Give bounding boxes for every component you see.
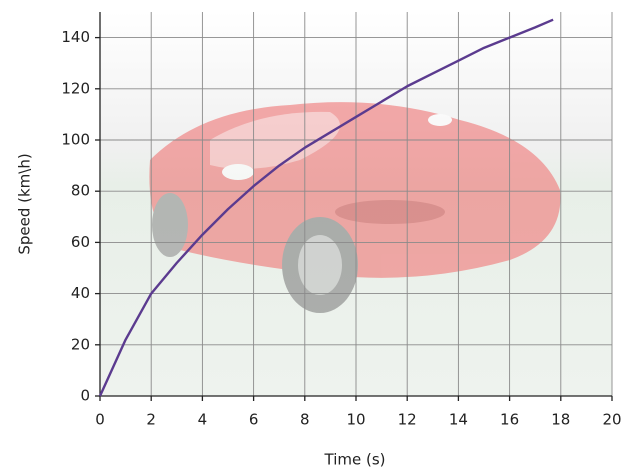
y-tick-label: 20 [71, 335, 90, 353]
y-tick-label: 40 [71, 284, 90, 302]
x-tick-label: 0 [95, 411, 105, 429]
x-tick-label: 14 [449, 411, 468, 429]
y-tick-label: 140 [61, 28, 90, 46]
x-tick-label: 18 [551, 411, 570, 429]
y-axis-label: Speed (km\h) [16, 153, 34, 254]
x-tick-label: 4 [198, 411, 208, 429]
x-tick-label: 20 [602, 411, 621, 429]
y-tick-label: 60 [71, 233, 90, 251]
x-tick-label: 12 [398, 411, 417, 429]
y-tick-label: 100 [61, 131, 90, 149]
x-tick-label: 10 [346, 411, 365, 429]
x-tick-label: 2 [146, 411, 156, 429]
x-tick-label: 8 [300, 411, 310, 429]
line [98, 18, 554, 397]
car-illustration [149, 102, 561, 313]
x-tick-label: 6 [249, 411, 259, 429]
x-tick-label: 16 [500, 411, 519, 429]
x-axis-label: Time (s) [324, 451, 386, 469]
y-tick-label: 0 [80, 387, 90, 405]
y-tick-label: 80 [71, 182, 90, 200]
y-tick-label: 120 [61, 79, 90, 97]
